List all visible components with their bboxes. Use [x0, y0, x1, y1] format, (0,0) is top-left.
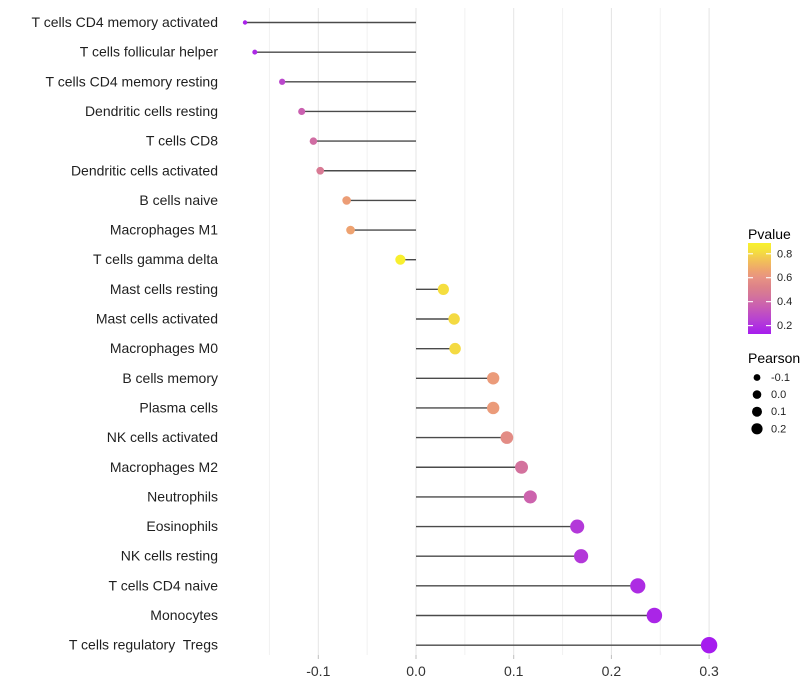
lollipop-dot — [515, 460, 528, 474]
y-axis-label: T cells CD8 — [146, 133, 218, 149]
pearson-legend-label: 0.2 — [771, 423, 786, 435]
pearson-legend-dot — [751, 423, 763, 435]
x-axis-tick-label: 0.0 — [406, 663, 426, 679]
lollipop-dot — [437, 283, 449, 295]
lollipop-dot — [523, 490, 537, 504]
y-axis-label: Dendritic cells resting — [85, 103, 218, 119]
pearson-legend-dot — [752, 390, 762, 399]
lollipop-dot — [574, 549, 589, 564]
y-axis-label: B cells naive — [139, 192, 218, 208]
y-axis-label: Mast cells activated — [96, 311, 218, 327]
pvalue-legend-tick-label: 0.2 — [777, 320, 792, 332]
y-axis-label: Macrophages M2 — [110, 459, 218, 475]
lollipop-dot — [487, 401, 500, 415]
y-axis-label: Macrophages M0 — [110, 340, 218, 356]
x-axis-tick-label: 0.2 — [602, 663, 622, 679]
y-axis-label: Plasma cells — [139, 399, 218, 415]
pearson-legend-label: -0.1 — [771, 372, 790, 384]
lollipop-dot — [448, 313, 460, 325]
lollipop-dot — [346, 225, 355, 235]
lollipop-dot — [316, 166, 325, 175]
lollipop-dot — [298, 107, 306, 115]
y-axis-label: T cells regulatory Tregs — [69, 637, 218, 653]
y-axis-label: Eosinophils — [146, 518, 218, 534]
pearson-legend-label: 0.0 — [771, 389, 786, 401]
y-axis-label: Macrophages M1 — [110, 222, 218, 238]
lollipop-dot — [646, 607, 663, 624]
pvalue-legend-title: Pvalue — [748, 226, 791, 242]
y-axis-label: B cells memory — [122, 370, 218, 386]
y-axis-label: NK cells activated — [107, 429, 218, 445]
y-axis-label: T cells follicular helper — [80, 44, 219, 60]
y-axis-label: Mast cells resting — [110, 281, 218, 297]
lollipop-dot — [279, 78, 286, 85]
pvalue-legend-tick-label: 0.4 — [777, 296, 792, 308]
y-axis-label: Neutrophils — [147, 488, 218, 504]
lollipop-dot — [570, 519, 585, 534]
lollipop-dot — [242, 20, 248, 25]
y-axis-label: T cells gamma delta — [93, 251, 218, 267]
lollipop-dot — [500, 431, 514, 444]
x-axis-tick-label: 0.3 — [699, 663, 719, 679]
pvalue-legend-tick-label: 0.8 — [777, 248, 792, 260]
pearson-legend-title: Pearson — [748, 350, 800, 366]
y-axis-label: NK cells resting — [121, 548, 218, 564]
y-axis-label: Monocytes — [150, 607, 218, 623]
y-axis-label: T cells CD4 memory resting — [46, 73, 218, 89]
lollipop-dot — [630, 578, 646, 594]
lollipop-dot — [395, 254, 406, 265]
pvalue-legend-tick-label: 0.6 — [777, 272, 792, 284]
lollipop-dot — [309, 137, 318, 145]
pvalue-colorbar — [748, 243, 771, 334]
y-axis-label: T cells CD4 memory activated — [32, 14, 218, 30]
lollipop-dot — [342, 196, 351, 205]
lollipop-dot — [700, 636, 718, 654]
y-axis-label: Dendritic cells activated — [71, 162, 218, 178]
x-axis-tick-label: -0.1 — [306, 663, 330, 679]
x-axis-tick-label: 0.1 — [504, 663, 524, 679]
pearson-legend-dot — [753, 374, 761, 381]
pearson-legend-label: 0.1 — [771, 406, 786, 418]
pearson-legend-dot — [752, 406, 762, 417]
lollipop-dot — [252, 49, 258, 55]
lollipop-dot — [487, 372, 500, 385]
lollipop-dot — [449, 342, 461, 355]
y-axis-label: T cells CD4 naive — [109, 577, 219, 593]
